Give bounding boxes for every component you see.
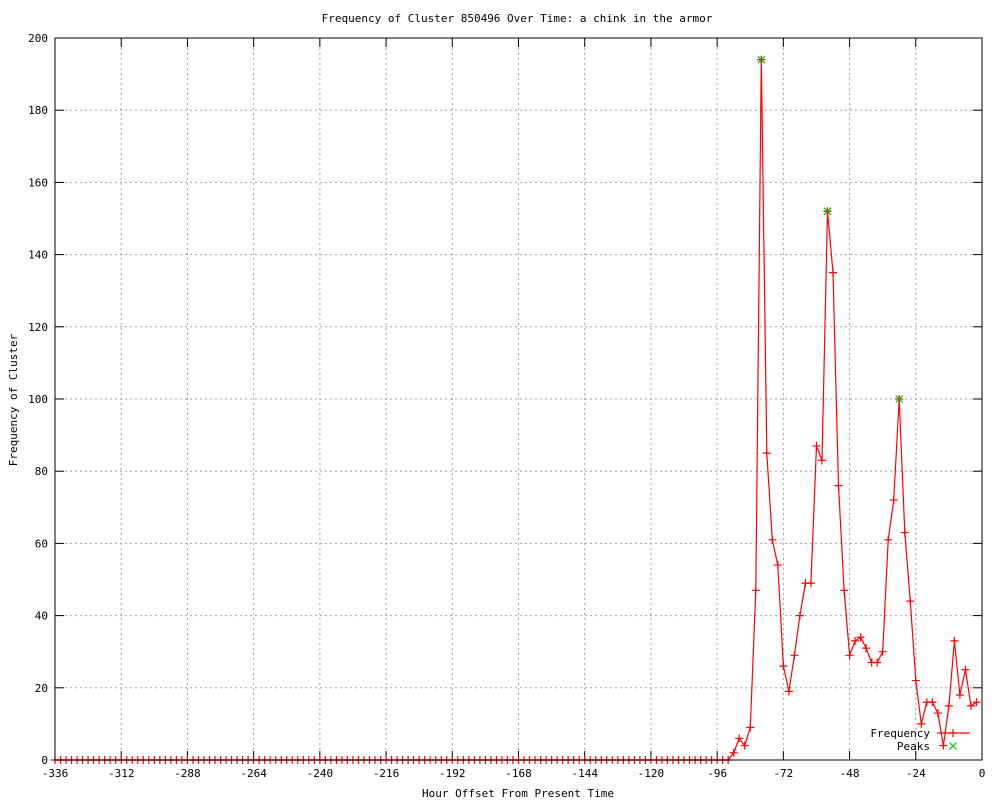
chart-title: Frequency of Cluster 850496 Over Time: a… [322, 12, 713, 25]
frequency-point [729, 748, 738, 757]
frequency-point [884, 535, 893, 544]
x-tick-label: -24 [906, 767, 926, 780]
frequency-point [856, 633, 865, 642]
y-tick-label: 20 [35, 682, 48, 695]
frequency-point [939, 741, 948, 750]
peak-point [895, 395, 904, 403]
x-tick-label: -192 [439, 767, 466, 780]
y-tick-label: 40 [35, 610, 48, 623]
y-tick-label: 200 [28, 32, 48, 45]
x-tick-label: -72 [773, 767, 793, 780]
frequency-line [55, 59, 977, 761]
frequency-point [784, 687, 793, 696]
frequency-point [928, 698, 937, 707]
legend-marker-peaks [949, 742, 957, 750]
x-tick-label: -264 [240, 767, 267, 780]
x-tick-label: -336 [42, 767, 69, 780]
frequency-point [911, 676, 920, 685]
peak-point [823, 207, 832, 216]
frequency-point [906, 597, 915, 606]
y-axis-label: Frequency of Cluster [7, 333, 20, 466]
peak-point [757, 55, 766, 64]
legend-label-frequency: Frequency [870, 727, 930, 740]
x-tick-label: -240 [307, 767, 334, 780]
frequency-point [751, 586, 760, 595]
frequency-point [790, 651, 799, 660]
plot-frame [54, 37, 983, 761]
frequency-point [862, 644, 871, 653]
grid [55, 38, 982, 760]
frequency-point [851, 636, 860, 645]
y-tick-label: 0 [41, 754, 48, 767]
frequency-point [961, 665, 970, 674]
y-tick-label: 60 [35, 537, 48, 550]
ticks: -336 -312 -288 -264 -240 -216 -192 -168 -144 -120… [28, 32, 985, 780]
frequency-point [746, 723, 755, 732]
y-tick-label: 180 [28, 104, 48, 117]
y-tick-label: 100 [28, 393, 48, 406]
frequency-point [917, 719, 926, 728]
frequency-point [817, 456, 826, 465]
frequency-point [779, 662, 788, 671]
frequency-point [900, 528, 909, 537]
frequency-point [950, 636, 959, 645]
frequency-point [972, 698, 981, 707]
frequency-point [829, 268, 838, 277]
frequency-point [966, 701, 975, 710]
series [51, 55, 981, 764]
frequency-point [768, 535, 777, 544]
frequency-point [740, 741, 749, 750]
x-axis-label: Hour Offset From Present Time [422, 787, 614, 800]
frequency-point [795, 611, 804, 620]
x-tick-label: -312 [108, 767, 135, 780]
y-tick-label: 80 [35, 465, 48, 478]
frequency-point [812, 441, 821, 450]
frequency-point [878, 647, 887, 656]
frequency-point [773, 561, 782, 570]
x-tick-label: -120 [638, 767, 665, 780]
x-tick-label: -48 [840, 767, 860, 780]
frequency-point [834, 481, 843, 490]
y-tick-label: 160 [28, 176, 48, 189]
frequency-point [845, 651, 854, 660]
frequency-point [806, 579, 815, 588]
x-tick-label: -288 [174, 767, 201, 780]
frequency-point [762, 449, 771, 458]
y-tick-label: 140 [28, 249, 48, 262]
x-tick-label: -168 [505, 767, 532, 780]
frequency-point [944, 701, 953, 710]
frequency-point [840, 586, 849, 595]
y-tick-label: 120 [28, 321, 48, 334]
frequency-point [933, 709, 942, 718]
frequency-point [889, 496, 898, 505]
x-tick-label: -216 [373, 767, 400, 780]
frequency-point [873, 658, 882, 667]
frequency-point [735, 734, 744, 743]
x-tick-label: -96 [707, 767, 727, 780]
x-tick-label: 0 [979, 767, 986, 780]
frequency-point [955, 691, 964, 700]
legend-marker-frequency [949, 729, 957, 737]
legend-label-peaks: Peaks [897, 740, 930, 753]
x-tick-label: -144 [571, 767, 598, 780]
